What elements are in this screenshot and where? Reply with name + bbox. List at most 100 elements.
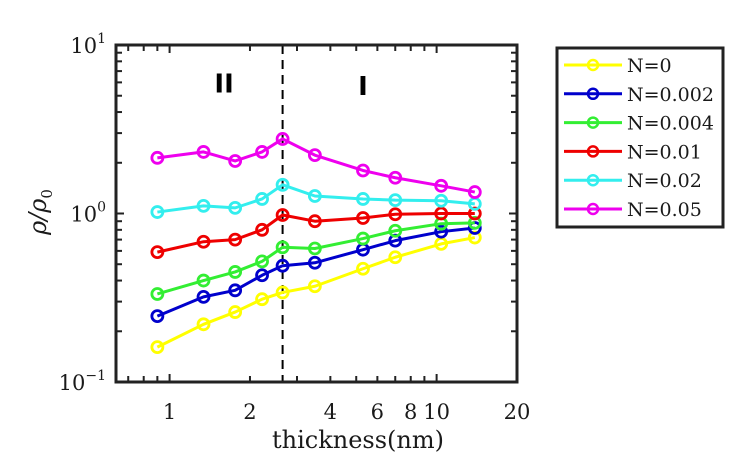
region-label-II: II xyxy=(214,69,233,99)
legend-swatch-marker xyxy=(586,87,600,101)
data-point xyxy=(150,309,165,324)
data-point xyxy=(150,245,165,260)
data-point xyxy=(228,232,243,247)
y-axis-label: ρ/ρ0 xyxy=(24,189,56,236)
legend-swatch-marker xyxy=(586,58,600,72)
legend-item: N=0.002 xyxy=(564,84,714,106)
data-point xyxy=(255,222,269,237)
legend-item: N=0.01 xyxy=(564,141,702,163)
series-layer xyxy=(150,132,482,355)
x-tick-label: 4 xyxy=(324,400,337,424)
legend-item: N=0 xyxy=(564,55,672,77)
y-tick-label-exponent: −1 xyxy=(85,368,106,384)
legend-items: N=0 N=0.002 N=0.004 N=0.01 N=0.02 N=0.05 xyxy=(564,55,714,221)
data-point xyxy=(356,163,370,178)
axes-frame xyxy=(114,43,519,384)
data-point xyxy=(307,241,322,256)
y-tick-label-base: 10 xyxy=(59,371,86,395)
data-point xyxy=(196,273,211,288)
x-axis-label: thickness(nm) xyxy=(272,426,444,454)
data-point xyxy=(388,207,403,222)
legend-label: N=0.004 xyxy=(627,113,714,135)
data-point xyxy=(434,193,449,208)
series-line xyxy=(156,236,476,349)
data-point xyxy=(388,193,403,208)
data-point xyxy=(467,221,482,235)
data-point xyxy=(196,198,211,213)
x-tick-label: 8 xyxy=(404,400,417,424)
y-axis-label-subscript: 0 xyxy=(38,189,56,199)
data-point xyxy=(255,192,269,206)
y-tick-label-base: 10 xyxy=(70,203,97,227)
data-point xyxy=(356,231,370,246)
data-point xyxy=(307,214,322,229)
data-point xyxy=(196,317,211,332)
x-tick-label: 1 xyxy=(163,400,176,424)
data-point xyxy=(275,132,290,146)
legend-label: N=0.01 xyxy=(627,141,702,163)
legend-item: N=0.05 xyxy=(564,199,702,221)
legend-label: N=0.05 xyxy=(627,199,702,221)
x-tick-label: 10 xyxy=(423,400,450,424)
series-n-0-01 xyxy=(150,206,482,260)
data-point xyxy=(255,292,269,307)
data-point xyxy=(196,145,211,159)
data-point xyxy=(150,340,165,355)
y-tick-label-exponent: 0 xyxy=(97,200,106,216)
data-point xyxy=(467,206,482,221)
data-point xyxy=(255,268,269,283)
data-point xyxy=(275,285,290,300)
legend-swatch-marker xyxy=(586,202,600,216)
series-n-0-02 xyxy=(150,177,482,219)
data-point xyxy=(467,185,482,199)
data-point xyxy=(275,240,290,255)
series-line xyxy=(157,183,475,214)
legend-label: N=0.02 xyxy=(627,170,702,192)
y-tick-label: 10−1 xyxy=(59,368,106,395)
data-point xyxy=(150,205,165,219)
legend-swatch-marker xyxy=(586,116,600,129)
series-n-0-05 xyxy=(150,132,482,199)
data-point xyxy=(275,258,290,273)
legend-label: N=0.002 xyxy=(627,84,714,106)
data-point xyxy=(388,170,403,185)
series-n-0-004 xyxy=(150,215,482,301)
data-point xyxy=(467,215,482,230)
data-point xyxy=(255,145,269,159)
series-line xyxy=(157,137,476,194)
legend-item: N=0.004 xyxy=(564,113,714,135)
x-tick-label: 2 xyxy=(243,400,256,424)
data-point xyxy=(307,255,322,270)
legend-swatch-marker xyxy=(586,145,600,158)
data-point xyxy=(307,148,322,163)
data-point xyxy=(150,287,165,301)
series-n-0 xyxy=(150,230,482,355)
legend-swatch-marker xyxy=(586,173,600,187)
series-line xyxy=(157,212,475,254)
x-tick-label: 6 xyxy=(371,400,384,424)
data-point xyxy=(196,289,211,304)
data-point xyxy=(388,223,403,238)
data-point xyxy=(434,224,449,239)
data-point xyxy=(196,234,211,249)
y-tick-label-base: 10 xyxy=(70,34,97,58)
data-point xyxy=(356,211,370,225)
data-point xyxy=(467,230,482,245)
series-line xyxy=(156,226,475,318)
data-point xyxy=(388,250,403,265)
data-point xyxy=(434,178,449,193)
legend: N=0 N=0.002 N=0.004 N=0.01 N=0.02 N=0.05 xyxy=(555,46,725,229)
region-label-I: I xyxy=(358,72,368,102)
y-tick-label: 100 xyxy=(70,200,106,227)
data-point xyxy=(228,154,243,168)
data-point xyxy=(228,200,243,215)
data-point xyxy=(150,150,165,165)
data-point xyxy=(275,177,290,192)
data-point xyxy=(307,189,322,203)
data-point xyxy=(228,283,243,298)
data-point xyxy=(228,265,243,279)
data-point xyxy=(228,305,243,319)
y-axis-label-rho: ρ/ρ xyxy=(24,199,52,236)
